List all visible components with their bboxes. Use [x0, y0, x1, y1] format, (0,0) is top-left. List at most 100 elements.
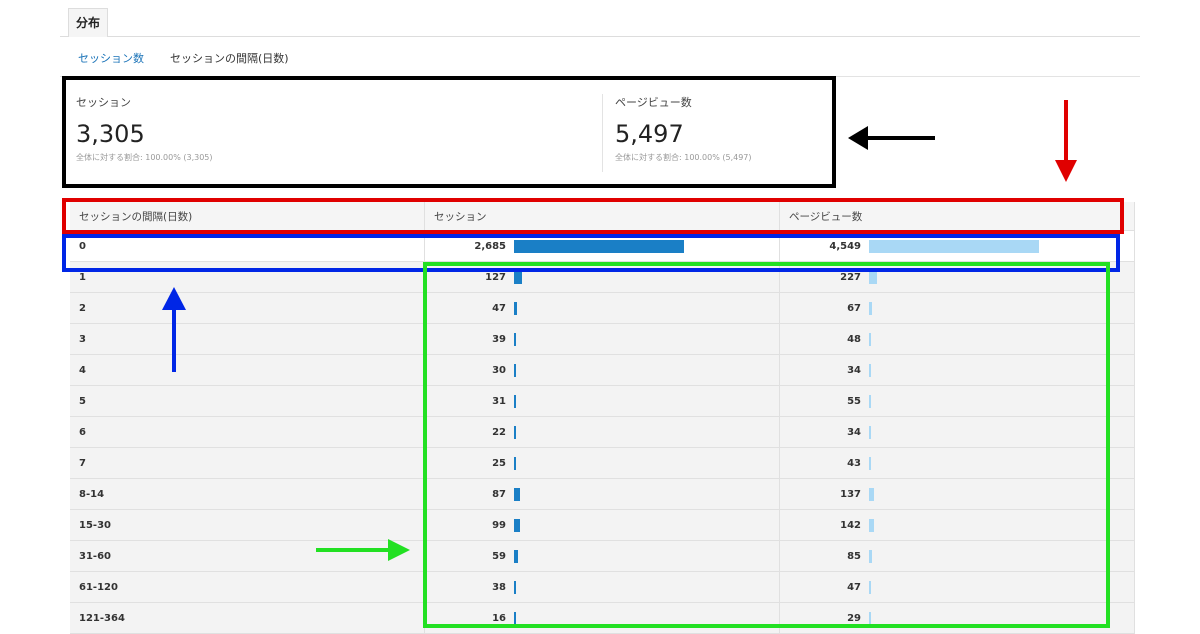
subnav-link-text[interactable]: セッション数	[78, 52, 144, 65]
pageviews-cell: 85	[780, 541, 1135, 571]
pageviews-cell: 29	[780, 603, 1135, 633]
annotation-red-box	[62, 198, 1124, 234]
sessions-cell: 39	[425, 324, 780, 354]
interval-cell: 0	[70, 231, 425, 261]
sessions-value: 99	[492, 519, 506, 531]
pageviews-cell: 47	[780, 572, 1135, 602]
red-arrow-icon	[1055, 100, 1077, 182]
sessions-value: 22	[492, 426, 506, 438]
pageviews-cell: 55	[780, 386, 1135, 416]
sessions-value: 87	[492, 488, 506, 500]
sessions-cell: 38	[425, 572, 780, 602]
pageviews-bar	[869, 487, 875, 501]
sessions-value: 39	[492, 333, 506, 345]
table-row: 6 22 34	[70, 417, 1135, 448]
sessions-value: 16	[492, 612, 506, 624]
subnav-current: セッションの間隔(日数)	[170, 52, 289, 65]
table-row: 5 31 55	[70, 386, 1135, 417]
sessions-bar	[514, 332, 517, 346]
sessions-cell: 25	[425, 448, 780, 478]
pageviews-cell: 34	[780, 417, 1135, 447]
sessions-value: 25	[492, 457, 506, 469]
pageviews-bar	[869, 580, 871, 594]
table-row: 31-60 59 85	[70, 541, 1135, 572]
pageviews-value: 34	[847, 426, 861, 438]
sessions-value: 59	[492, 550, 506, 562]
metric-note: 全体に対する割合: 100.00% (5,497)	[615, 153, 752, 162]
pageviews-bar	[869, 425, 871, 439]
table-row: 2 47 67	[70, 293, 1135, 324]
sessions-cell: 127	[425, 262, 780, 292]
table-header: セッションの間隔(日数) セッション ページビュー数	[70, 202, 1135, 231]
pageviews-cell: 43	[780, 448, 1135, 478]
sessions-bar	[514, 518, 521, 532]
pageviews-value: 48	[847, 333, 861, 345]
sessions-cell: 87	[425, 479, 780, 509]
subnav-sessions-link[interactable]: セッション数	[78, 50, 144, 66]
table-row: 61-120 38 47	[70, 572, 1135, 603]
sessions-bar	[514, 301, 517, 315]
pageviews-cell: 227	[780, 262, 1135, 292]
header-pageviews[interactable]: ページビュー数	[780, 202, 1135, 230]
pageviews-bar	[869, 363, 871, 377]
blue-arrow-icon	[162, 287, 186, 372]
distribution-table: セッションの間隔(日数) セッション ページビュー数 0 2,685 4,549…	[70, 202, 1135, 634]
sessions-cell: 30	[425, 355, 780, 385]
sessions-cell: 2,685	[425, 231, 780, 261]
sessions-value: 47	[492, 302, 506, 314]
table-row: 7 25 43	[70, 448, 1135, 479]
pageviews-value: 137	[840, 488, 861, 500]
sessions-value: 30	[492, 364, 506, 376]
sessions-cell: 16	[425, 603, 780, 633]
table-row: 1 127 227	[70, 262, 1135, 293]
pageviews-cell: 48	[780, 324, 1135, 354]
annotation-green-box	[423, 262, 1110, 628]
pageviews-value: 29	[847, 612, 861, 624]
metric-value: 3,305	[76, 120, 145, 148]
black-arrow-icon	[848, 126, 935, 150]
table-row: 15-30 99 142	[70, 510, 1135, 541]
pageviews-value: 43	[847, 457, 861, 469]
sessions-bar	[514, 456, 516, 470]
metric-note: 全体に対する割合: 100.00% (3,305)	[76, 153, 213, 162]
pageviews-cell: 142	[780, 510, 1135, 540]
pageviews-cell: 137	[780, 479, 1135, 509]
annotation-blue-box	[62, 234, 1120, 272]
pageviews-value: 142	[840, 519, 861, 531]
sessions-bar	[514, 239, 684, 253]
pageviews-value: 4,549	[829, 240, 861, 252]
sessions-value: 31	[492, 395, 506, 407]
green-arrow-icon	[316, 539, 410, 561]
sessions-cell: 31	[425, 386, 780, 416]
sessions-value: 127	[485, 271, 506, 283]
header-interval[interactable]: セッションの間隔(日数)	[70, 202, 425, 230]
pageviews-value: 55	[847, 395, 861, 407]
pageviews-value: 47	[847, 581, 861, 593]
table-row: 8-14 87 137	[70, 479, 1135, 510]
sessions-bar	[514, 549, 518, 563]
sessions-cell: 22	[425, 417, 780, 447]
sessions-cell: 59	[425, 541, 780, 571]
metric-label: ページビュー数	[615, 96, 692, 109]
metric-sessions: セッション 3,305 全体に対する割合: 100.00% (3,305)	[76, 94, 213, 163]
pageviews-bar	[869, 239, 1039, 253]
pageviews-bar	[869, 456, 871, 470]
pageviews-value: 67	[847, 302, 861, 314]
pageviews-cell: 67	[780, 293, 1135, 323]
pageviews-cell: 34	[780, 355, 1135, 385]
tab-distribution[interactable]: 分布	[68, 8, 108, 37]
metric-pageviews: ページビュー数 5,497 全体に対する割合: 100.00% (5,497)	[602, 94, 752, 172]
sessions-value: 38	[492, 581, 506, 593]
metric-label: セッション	[76, 96, 131, 109]
sessions-bar	[514, 611, 516, 625]
pageviews-bar	[869, 270, 878, 284]
sessions-bar	[514, 363, 516, 377]
header-sessions[interactable]: セッション	[425, 202, 780, 230]
pageviews-value: 34	[847, 364, 861, 376]
sessions-value: 2,685	[474, 240, 506, 252]
metric-value: 5,497	[615, 120, 684, 148]
sessions-cell: 47	[425, 293, 780, 323]
pageviews-value: 227	[840, 271, 861, 283]
sessions-bar	[514, 487, 520, 501]
